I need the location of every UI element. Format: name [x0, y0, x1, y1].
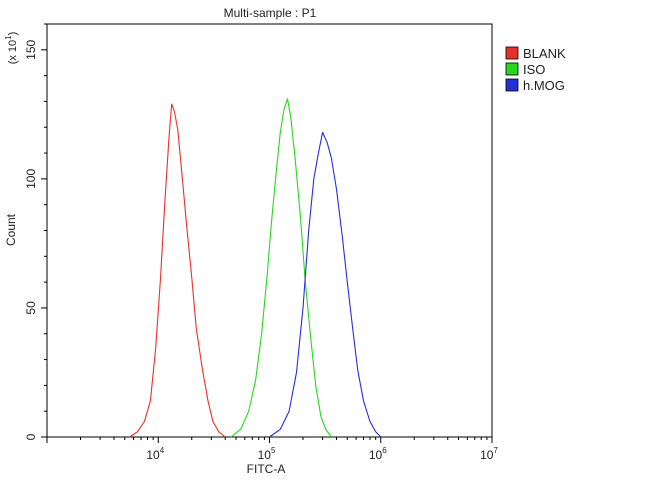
x-axis-label: FITC-A: [247, 462, 286, 476]
series-line-h-mog: [269, 131, 382, 438]
y-tick-label: 50: [24, 301, 38, 315]
y-axis-label: Count: [4, 213, 18, 246]
x-tick-label: 106: [369, 446, 387, 462]
axis-ticks: 104 105 106 107 0 50 100 150: [24, 23, 498, 462]
legend-swatch: [505, 78, 519, 92]
plot-area-frame: [46, 23, 493, 438]
chart-title: Multi-sample : P1: [224, 6, 317, 20]
y-tick-label: 150: [24, 39, 38, 59]
series-line-iso: [230, 98, 332, 438]
y-tick-label: 0: [24, 433, 38, 440]
y-multiplier-exponent: 1: [4, 35, 13, 40]
x-tick-label: 104: [146, 446, 164, 462]
legend-swatch: [505, 62, 519, 76]
legend-label: BLANK: [523, 46, 566, 61]
x-tick-label: 105: [258, 446, 276, 462]
y-multiplier-label: (x 101): [4, 32, 19, 65]
y-tick-label: 100: [24, 169, 38, 189]
y-multiplier-base: (x 10: [7, 40, 19, 64]
series-lines: [129, 98, 382, 438]
legend-label: h.MOG: [523, 78, 565, 93]
x-tick-label: 107: [480, 446, 498, 462]
legend-label: ISO: [523, 62, 545, 77]
legend-swatch: [505, 46, 519, 60]
series-line-blank: [129, 103, 226, 438]
